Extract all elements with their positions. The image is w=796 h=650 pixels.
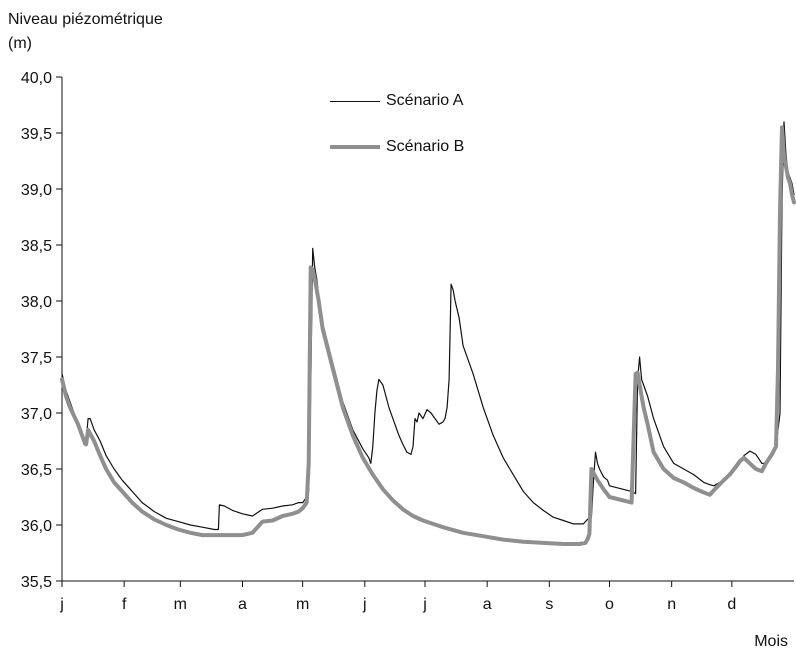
x-tick-label: f: [122, 596, 127, 613]
y-tick-label: 40,0: [21, 70, 52, 87]
legend-swatch-scenario-b: [330, 145, 380, 149]
legend-label-scenario-a: Scénario A: [386, 92, 464, 109]
y-axis-title-line2: (m): [8, 35, 32, 52]
x-tick-label: a: [238, 596, 247, 613]
legend-label-scenario-b: Scénario B: [386, 138, 465, 155]
y-tick-label: 37,0: [21, 406, 52, 423]
y-axis-title: Niveau piézométrique (m): [8, 8, 163, 56]
x-axis-title: Mois: [754, 633, 788, 650]
x-tick-label: s: [545, 596, 553, 613]
y-tick-label: 39,5: [21, 126, 52, 143]
x-tick-label: a: [483, 596, 492, 613]
x-tick-label: j: [59, 596, 64, 613]
x-tick-label: j: [362, 596, 367, 613]
y-tick-label: 37,5: [21, 350, 52, 367]
y-axis-title-line1: Niveau piézométrique: [8, 11, 163, 28]
y-tick-label: 35,5: [21, 574, 52, 591]
x-tick-label: d: [727, 596, 736, 613]
series-line-scenario-b: [60, 125, 796, 546]
x-tick-label: j: [422, 596, 427, 613]
y-tick-label: 38,0: [21, 294, 52, 311]
y-tick-label: 36,0: [21, 518, 52, 535]
legend-swatch-scenario-a: [330, 101, 380, 102]
x-tick-label: m: [296, 596, 309, 613]
x-tick-label: m: [174, 596, 187, 613]
x-tick-label: o: [605, 596, 614, 613]
y-tick-label: 39,0: [21, 182, 52, 199]
series-line-scenario-a: [61, 121, 795, 531]
y-tick-label: 38,5: [21, 238, 52, 255]
y-tick-label: 36,5: [21, 462, 52, 479]
x-tick-label: n: [667, 596, 676, 613]
